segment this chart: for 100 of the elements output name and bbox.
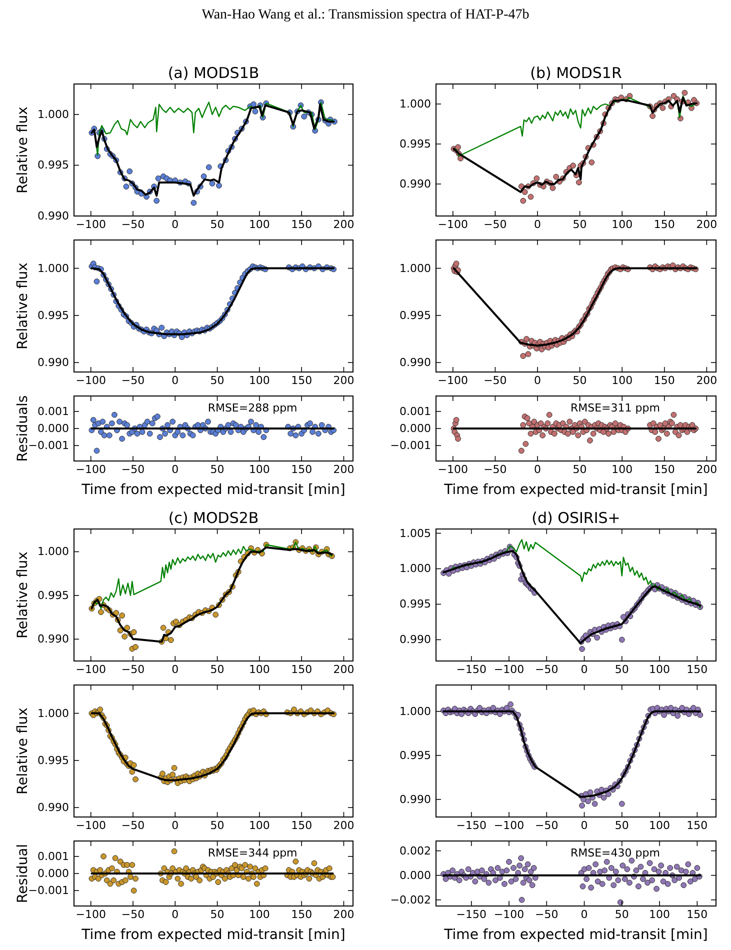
x-tick-label: −100 (76, 374, 106, 387)
chart-title: (b) MODS1R (530, 64, 622, 82)
x-tick-label: 100 (248, 463, 270, 476)
y-tick-label: 1.005 (400, 526, 431, 540)
y-tick-label: 1.000 (400, 98, 431, 110)
x-tick-label: 0 (580, 663, 588, 676)
x-axis-title: Time from expected mid-transit [min] (443, 927, 708, 943)
x-tick-label: 200 (333, 908, 354, 921)
chart-title: (d) OSIRIS+ (532, 509, 620, 527)
x-tick-label: −50 (484, 463, 507, 476)
y-tick-label: 0.990 (38, 356, 69, 370)
x-tick-label: 150 (686, 908, 708, 921)
x-tick-label: −100 (76, 819, 106, 832)
x-axis-title: Time from expected mid-transit [min] (80, 927, 346, 943)
x-tick-label: 50 (210, 463, 224, 476)
x-tick-label: 0 (534, 463, 542, 476)
x-axis-title: Time from expected mid-transit [min] (80, 482, 346, 498)
x-tick-label: 0 (172, 218, 179, 231)
y-tick-label: 0.000 (38, 422, 69, 435)
x-tick-label: 150 (654, 218, 675, 231)
x-tick-label: 150 (686, 819, 708, 832)
x-tick-label: 50 (210, 218, 224, 231)
x-tick-label: 100 (649, 819, 670, 832)
y-tick-label: 0.990 (400, 792, 431, 806)
y-axis-title: Residuals (15, 395, 31, 462)
x-tick-label: −100 (494, 663, 524, 676)
x-tick-label: 50 (614, 819, 629, 832)
annotation: RMSE=344 ppm (208, 846, 298, 860)
x-tick-label: −100 (76, 218, 106, 231)
y-axis-title: Relative flux (15, 708, 31, 794)
annotation: RMSE=311 ppm (570, 402, 660, 414)
x-tick-label: 100 (649, 908, 670, 921)
x-tick-label: 150 (291, 463, 312, 476)
chart-title: (a) MODS1B (168, 64, 260, 82)
y-tick-label: 0.000 (38, 867, 69, 880)
x-tick-label: 0 (580, 908, 588, 921)
x-tick-label: −100 (438, 218, 468, 231)
x-tick-label: 0 (580, 819, 588, 832)
y-tick-label: 0.001 (38, 850, 69, 863)
x-tick-label: 100 (612, 463, 633, 476)
y-tick-label: 0.002 (400, 844, 431, 858)
x-tick-label: 200 (333, 218, 354, 231)
x-tick-label: 50 (572, 218, 587, 231)
y-tick-label: 0.995 (38, 754, 69, 767)
x-tick-label: −50 (121, 218, 145, 231)
y-tick-label: 0.990 (400, 356, 431, 370)
x-tick-label: 150 (291, 374, 312, 387)
x-tick-label: 50 (614, 663, 629, 676)
x-tick-label: 150 (291, 218, 312, 231)
x-tick-label: −50 (535, 908, 558, 921)
x-tick-label: 0 (172, 663, 179, 676)
x-tick-label: 0 (172, 819, 179, 832)
x-tick-label: −100 (438, 374, 468, 387)
x-tick-label: −50 (121, 663, 145, 676)
chart-title: (c) MODS2B (168, 509, 259, 527)
x-tick-label: 50 (572, 374, 587, 387)
x-tick-label: 50 (572, 463, 587, 476)
x-tick-label: 100 (612, 374, 633, 387)
annotation: RMSE=430 ppm (570, 846, 660, 860)
x-tick-label: 0 (172, 463, 179, 476)
y-tick-label: 0.990 (38, 801, 69, 814)
x-axis-title: Time from expected mid-transit [min] (443, 482, 708, 498)
y-tick-label: 0.995 (38, 158, 69, 172)
x-tick-label: 150 (291, 663, 312, 676)
x-tick-label: 200 (333, 463, 354, 476)
x-tick-label: 0 (534, 374, 542, 387)
x-tick-label: 200 (696, 218, 718, 231)
y-tick-label: 0.990 (400, 633, 431, 646)
y-axis-title: Residual (15, 844, 31, 904)
y-axis-title: Relative flux (15, 552, 31, 638)
y-axis-title: Relative flux (15, 262, 31, 350)
x-tick-label: 100 (612, 218, 633, 231)
x-tick-label: 100 (248, 819, 270, 832)
x-tick-label: 200 (333, 663, 354, 676)
x-tick-label: 50 (210, 908, 224, 921)
x-tick-label: −100 (494, 819, 524, 832)
x-tick-label: −100 (494, 908, 524, 921)
x-tick-label: −150 (456, 819, 486, 832)
y-tick-label: 1.000 (400, 562, 431, 576)
x-tick-label: 200 (333, 374, 354, 387)
x-tick-label: 0 (172, 374, 179, 387)
y-tick-label: 1.000 (38, 706, 69, 720)
x-tick-label: 150 (654, 374, 675, 387)
x-tick-label: 100 (649, 663, 670, 676)
x-tick-label: −50 (121, 463, 145, 476)
y-tick-label: 1.000 (38, 262, 69, 275)
y-tick-label: 0.995 (38, 308, 69, 322)
x-tick-label: 150 (654, 463, 675, 476)
x-tick-label: 50 (210, 663, 224, 676)
y-tick-label: 0.990 (38, 632, 69, 646)
x-tick-label: −100 (438, 463, 468, 476)
x-tick-label: 100 (248, 908, 270, 921)
x-tick-label: −150 (456, 908, 486, 921)
x-tick-label: 0 (534, 218, 542, 231)
y-axis-title: Relative flux (15, 106, 31, 194)
y-tick-label: 0.995 (400, 598, 431, 611)
y-tick-label: 0.995 (400, 748, 431, 762)
y-tick-label: 0.995 (400, 308, 431, 322)
x-tick-label: 150 (291, 908, 312, 921)
x-tick-label: −100 (76, 663, 106, 676)
